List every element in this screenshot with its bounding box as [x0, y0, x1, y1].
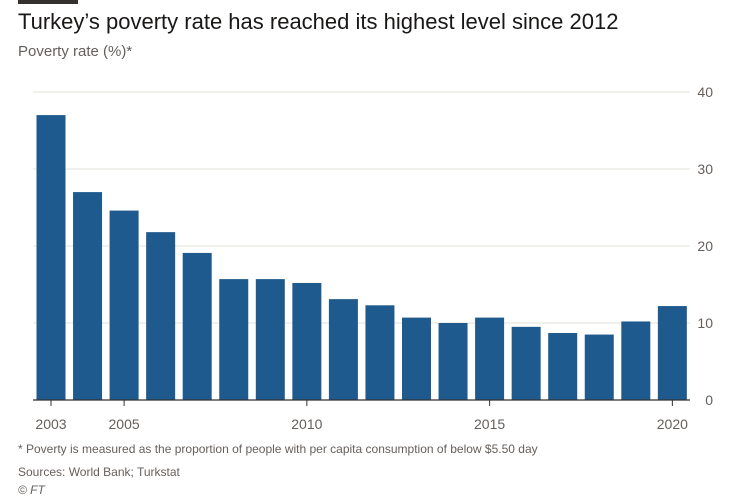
x-tick-label: 2020	[657, 416, 688, 432]
bar-2007	[182, 252, 212, 400]
header-rule	[18, 0, 78, 4]
bar-2004	[73, 192, 103, 400]
bar-2010	[292, 282, 322, 400]
chart-footnote: * Poverty is measured as the proportion …	[18, 442, 538, 456]
x-tick-label: 2015	[474, 416, 505, 432]
bar-2017	[548, 333, 578, 400]
bar-2015	[475, 317, 505, 400]
x-tick-label: 2003	[35, 416, 66, 432]
bar-2020	[657, 306, 687, 400]
y-tick-label: 10	[697, 315, 713, 331]
chart-credit: © FT	[18, 483, 45, 497]
bar-2008	[219, 279, 249, 400]
bar-2009	[255, 279, 285, 400]
bar-2018	[584, 334, 614, 400]
bar-2003	[36, 115, 66, 400]
bar-2014	[438, 323, 468, 400]
bar-chart: 0 10 20 30 40 2003 2005 2010 2015 2020	[33, 84, 713, 432]
chart-title: Turkey’s poverty rate has reached its hi…	[18, 9, 619, 34]
y-tick-label: 0	[705, 392, 713, 408]
y-tick-label: 40	[697, 84, 713, 100]
y-tick-label: 30	[697, 161, 713, 177]
bar-2006	[146, 232, 176, 400]
bar-2016	[511, 326, 541, 400]
x-tick-label: 2005	[109, 416, 140, 432]
bar-2012	[365, 305, 395, 400]
bar-2005	[109, 210, 139, 400]
chart-subtitle: Poverty rate (%)*	[18, 43, 133, 60]
bar-2011	[328, 299, 358, 400]
bar-2013	[402, 317, 431, 400]
bar-2019	[621, 321, 651, 400]
y-tick-label: 20	[697, 238, 713, 254]
x-tick-label: 2010	[291, 416, 322, 432]
chart-source: Sources: World Bank; Turkstat	[18, 465, 180, 479]
